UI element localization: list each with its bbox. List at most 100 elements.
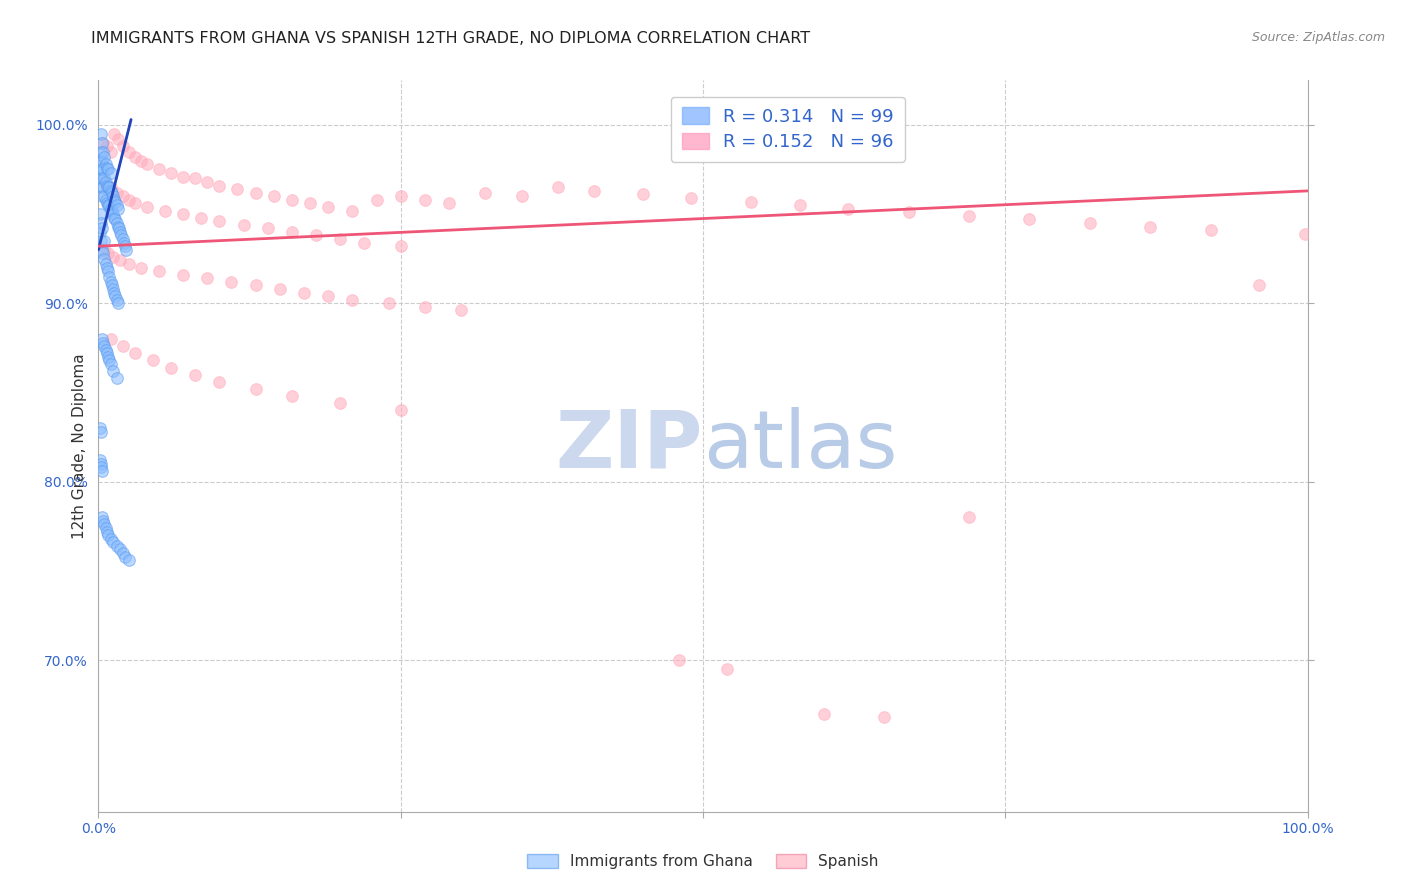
Point (135, 157, 157, 171)
Legend: Immigrants from Ghana, Spanish: Immigrants from Ghana, Spanish (522, 848, 884, 875)
Point (342, 203, 364, 218)
Point (93, 175, 115, 189)
Point (124, 196, 146, 211)
Point (111, 546, 134, 560)
Point (873, 710, 896, 724)
Point (91, 246, 114, 260)
Point (96, 524, 118, 539)
Point (91, 189, 114, 203)
Text: atlas: atlas (703, 407, 897, 485)
Point (1249, 278, 1271, 293)
Point (366, 193, 388, 207)
Point (97, 198, 120, 212)
Point (111, 232, 134, 246)
Point (89, 421, 111, 435)
Point (450, 303, 472, 318)
Point (91, 171, 114, 186)
Point (89, 162, 111, 177)
Point (98, 353, 121, 368)
Point (93, 171, 115, 186)
Point (897, 205, 920, 219)
Point (631, 187, 654, 202)
Point (94, 343, 117, 357)
Point (510, 189, 533, 203)
Point (716, 662, 738, 676)
Point (256, 221, 278, 235)
Point (111, 339, 134, 353)
Point (93, 150, 115, 164)
Point (91, 221, 114, 235)
Point (208, 178, 231, 193)
Point (93, 252, 115, 266)
Point (107, 132, 129, 146)
Point (96, 196, 118, 211)
Point (100, 180, 122, 194)
Point (94, 157, 117, 171)
Point (195, 175, 218, 189)
Point (114, 549, 136, 564)
Point (118, 193, 141, 207)
Point (97, 162, 120, 177)
Point (98, 269, 121, 284)
Point (98, 198, 121, 212)
Point (474, 186, 496, 200)
Point (111, 139, 134, 153)
Point (547, 180, 569, 194)
Point (97, 528, 120, 542)
Point (108, 253, 131, 268)
Point (90, 145, 112, 159)
Point (245, 382, 267, 396)
Text: IMMIGRANTS FROM GHANA VS SPANISH 12TH GRADE, NO DIPLOMA CORRELATION CHART: IMMIGRANTS FROM GHANA VS SPANISH 12TH GR… (91, 31, 810, 46)
Point (281, 225, 304, 239)
Point (111, 189, 134, 203)
Point (142, 353, 165, 368)
Point (94, 521, 117, 535)
Point (100, 184, 122, 198)
Point (100, 332, 122, 346)
Point (124, 346, 146, 360)
Point (101, 207, 124, 221)
Point (101, 535, 124, 549)
Point (148, 264, 170, 278)
Point (90, 234, 112, 248)
Point (89, 225, 111, 239)
Point (129, 260, 152, 275)
Point (100, 357, 122, 371)
Point (153, 203, 176, 218)
Point (89, 171, 111, 186)
Point (104, 194, 127, 209)
Point (97, 246, 120, 260)
Legend: R = 0.314   N = 99, R = 0.152   N = 96: R = 0.314 N = 99, R = 0.152 N = 96 (671, 96, 904, 162)
Point (377, 296, 399, 310)
Point (90, 425, 112, 439)
Point (108, 221, 131, 235)
Point (292, 285, 315, 300)
Point (100, 203, 122, 218)
Point (107, 296, 129, 310)
Point (208, 214, 231, 228)
Point (91, 514, 114, 528)
Point (413, 193, 436, 207)
Point (97, 350, 120, 364)
Point (93, 243, 115, 257)
Point (208, 375, 231, 389)
Point (184, 171, 207, 186)
Point (789, 198, 811, 212)
Point (269, 282, 291, 296)
Point (90, 162, 112, 177)
Point (245, 186, 267, 200)
Text: Source: ZipAtlas.com: Source: ZipAtlas.com (1251, 31, 1385, 45)
Point (1018, 212, 1040, 227)
Point (93, 339, 115, 353)
Point (389, 239, 412, 253)
Point (437, 196, 460, 211)
Point (195, 271, 218, 285)
Point (316, 289, 339, 303)
Point (118, 145, 141, 159)
Point (110, 228, 132, 243)
Point (100, 186, 122, 200)
Point (91, 510, 114, 524)
Point (221, 275, 243, 289)
Point (96, 178, 118, 193)
Point (305, 228, 328, 243)
